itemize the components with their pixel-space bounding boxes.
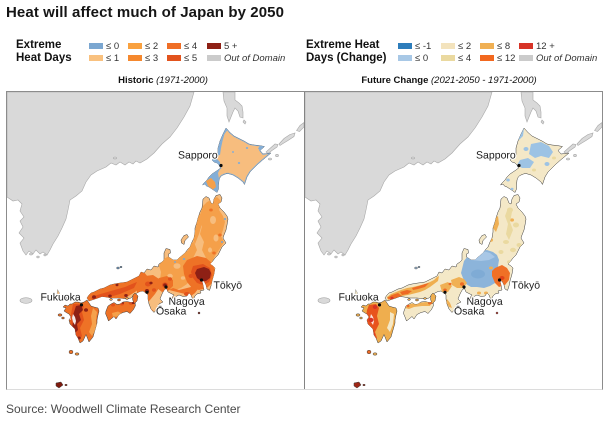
svg-text:Fukuoka: Fukuoka — [40, 291, 80, 303]
svg-text:Fukuoka: Fukuoka — [338, 291, 378, 303]
svg-text:Sapporo: Sapporo — [178, 150, 218, 162]
svg-text:Sapporo: Sapporo — [476, 150, 516, 162]
svg-text:Ōsaka: Ōsaka — [454, 305, 485, 317]
svg-text:Ōsaka: Ōsaka — [156, 305, 187, 317]
svg-text:Tōkyō: Tōkyō — [213, 280, 242, 292]
svg-text:Nagoya: Nagoya — [466, 296, 502, 308]
svg-text:Tōkyō: Tōkyō — [511, 280, 540, 292]
svg-text:Nagoya: Nagoya — [168, 296, 204, 308]
